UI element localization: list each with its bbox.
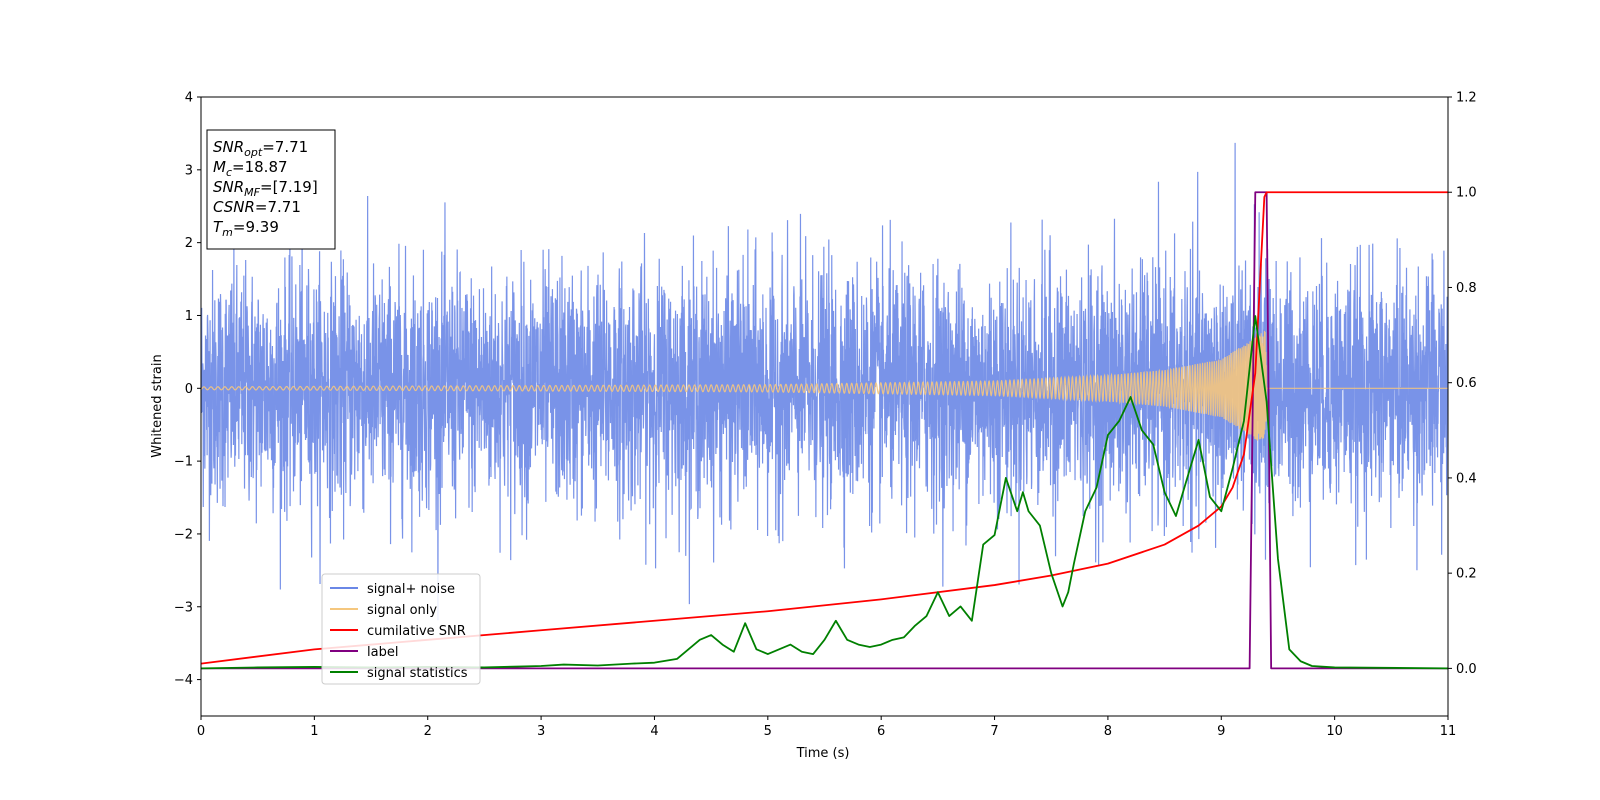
x-tick-label: 3 bbox=[537, 724, 545, 739]
y2-tick-label: 0.8 bbox=[1456, 281, 1477, 296]
series-label bbox=[201, 191, 1448, 670]
x-tick-label: 8 bbox=[1104, 724, 1112, 739]
y-tick-label: −1 bbox=[174, 455, 193, 470]
x-tick-label: 7 bbox=[990, 724, 998, 739]
y2-tick-label: 0.6 bbox=[1456, 376, 1477, 391]
x-tick-label: 11 bbox=[1440, 724, 1457, 739]
x-tick-label: 4 bbox=[650, 724, 658, 739]
y-tick-label: −3 bbox=[174, 600, 193, 615]
info-subscript: MF bbox=[244, 186, 260, 199]
info-value: =9.39 bbox=[233, 218, 279, 236]
info-line: Mc=18.87 bbox=[213, 158, 288, 179]
info-line: SNRMF=[7.19] bbox=[213, 178, 318, 199]
y-tick-label: 3 bbox=[185, 163, 193, 178]
y-tick-label: 0 bbox=[185, 382, 193, 397]
legend-label: cumilative SNR bbox=[367, 624, 466, 639]
info-box: SNRopt=7.71Mc=18.87SNRMF=[7.19]CSNR=7.71… bbox=[206, 129, 336, 250]
x-tick-label: 2 bbox=[424, 724, 432, 739]
x-tick-label: 10 bbox=[1326, 724, 1343, 739]
info-symbol: SNR bbox=[213, 138, 244, 156]
y2-tick-label: 1.0 bbox=[1456, 186, 1477, 201]
y-axis-title: Whitened strain bbox=[150, 354, 165, 457]
info-value: =18.87 bbox=[232, 158, 288, 176]
info-line: SNRopt=7.71 bbox=[213, 138, 308, 159]
info-value: =7.71 bbox=[262, 138, 308, 156]
x-axis: 0 1 2 3 4 5 6 7 8 9 10 11 bbox=[197, 716, 1456, 739]
y-tick-label: −4 bbox=[174, 673, 193, 688]
info-value: =[7.19] bbox=[260, 178, 318, 196]
legend-label: signal statistics bbox=[367, 666, 468, 681]
series-layer bbox=[201, 142, 1448, 670]
y2-tick-label: 1.2 bbox=[1456, 91, 1477, 106]
x-tick-label: 6 bbox=[877, 724, 885, 739]
legend: signal+ noise signal only cumilative SNR la… bbox=[321, 573, 481, 685]
info-symbol: CSNR bbox=[213, 198, 255, 216]
legend-label: signal only bbox=[367, 603, 437, 618]
y2-tick-label: 0.0 bbox=[1456, 662, 1477, 677]
y-tick-label: 2 bbox=[185, 236, 193, 251]
info-line: CSNR=7.71 bbox=[213, 198, 301, 216]
legend-frame bbox=[321, 573, 481, 685]
info-symbol: T bbox=[213, 218, 224, 236]
x-tick-label: 9 bbox=[1217, 724, 1225, 739]
y-tick-label: 1 bbox=[185, 309, 193, 324]
info-subscript: opt bbox=[244, 146, 263, 159]
y2-tick-label: 0.2 bbox=[1456, 567, 1477, 582]
plot-frame bbox=[200, 96, 1449, 717]
series-cumulative-snr bbox=[201, 191, 1448, 665]
info-subscript: m bbox=[222, 226, 233, 239]
x-tick-label: 5 bbox=[764, 724, 772, 739]
info-box-frame bbox=[206, 129, 336, 250]
info-value: =7.71 bbox=[255, 198, 301, 216]
x-axis-title: Time (s) bbox=[796, 746, 850, 761]
legend-label: label bbox=[367, 645, 398, 660]
y-axis-right: 1.2 1.0 0.8 0.6 0.4 0.2 0.0 bbox=[1448, 91, 1477, 677]
series-signal-statistics bbox=[201, 315, 1448, 670]
y-tick-label: 4 bbox=[185, 91, 193, 106]
info-symbol: SNR bbox=[213, 178, 244, 196]
info-symbol: M bbox=[213, 158, 226, 176]
y-axis-left: 4 3 2 1 0 −1 −2 −3 −4 bbox=[174, 91, 201, 688]
y-tick-label: −2 bbox=[174, 527, 193, 542]
x-tick-label: 0 bbox=[197, 724, 205, 739]
legend-label: signal+ noise bbox=[367, 582, 455, 597]
series-signal-only bbox=[201, 330, 1448, 441]
y2-tick-label: 0.4 bbox=[1456, 471, 1477, 486]
x-tick-label: 1 bbox=[310, 724, 318, 739]
info-line: Tm=9.39 bbox=[213, 218, 279, 239]
info-subscript: c bbox=[226, 166, 232, 179]
